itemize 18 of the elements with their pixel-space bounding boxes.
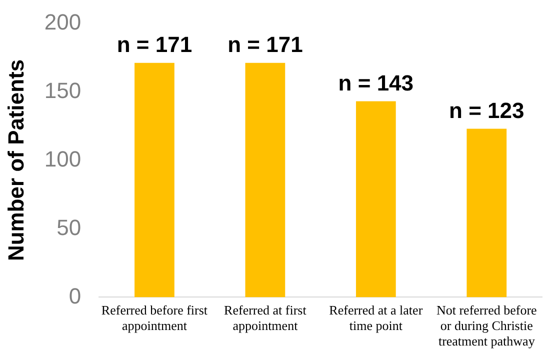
bar — [245, 62, 286, 298]
y-tick-label: 0 — [68, 283, 82, 308]
bar — [466, 128, 507, 298]
x-tick-label: Referred at a later time point — [329, 302, 424, 334]
data-label: n = 171 — [228, 32, 303, 57]
y-tick-label: 100 — [44, 146, 82, 172]
data-label: n = 143 — [338, 70, 414, 96]
y-tick-label: 50 — [56, 214, 82, 240]
x-tick-label: Referred before first appointment — [101, 302, 208, 334]
bar — [134, 62, 174, 298]
bar — [356, 101, 396, 298]
x-tick-label: Not referred before or during Christie treatment pathway — [436, 302, 538, 349]
y-axis-title: Number of Patients — [3, 59, 28, 262]
x-tick-label: Referred at first appointment — [224, 302, 307, 334]
y-tick-label: 200 — [44, 9, 82, 34]
data-label: n = 123 — [449, 98, 524, 123]
y-tick-label: 150 — [44, 78, 82, 103]
data-label: n = 171 — [116, 32, 192, 57]
